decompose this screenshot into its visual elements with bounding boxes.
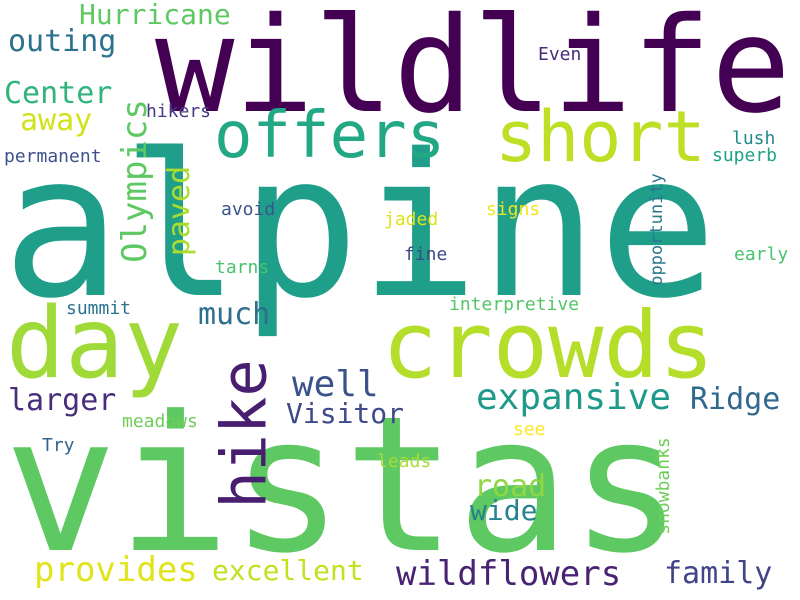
word-alpine: alpine — [2, 111, 718, 342]
word-hurricane: Hurricane — [79, 0, 231, 31]
word-away: away — [20, 103, 93, 138]
word-even: Even — [538, 44, 582, 65]
word-early: early — [734, 244, 789, 265]
word-snowbanks: snowbanks — [652, 437, 674, 535]
word-opportunity: opportunity — [646, 173, 667, 286]
word-larger: larger — [8, 383, 117, 418]
word-offers: offers — [214, 99, 446, 173]
word-center: Center — [4, 76, 113, 111]
word-interpretive: interpretive — [449, 294, 580, 315]
word-meadows: meadows — [122, 411, 198, 432]
word-tarns: tarns — [215, 257, 270, 278]
word-summit: summit — [66, 298, 132, 319]
word-leads: leads — [377, 451, 432, 472]
word-provides: provides — [34, 550, 198, 590]
word-outing: outing — [8, 24, 117, 59]
word-visitor: Visitor — [286, 397, 405, 430]
word-day: day — [6, 287, 184, 401]
word-lush: lush — [732, 128, 776, 149]
word-family: family — [664, 556, 773, 591]
word-fine: fine — [404, 244, 448, 265]
word-wildlife: wildlife — [155, 0, 791, 143]
word-much: much — [198, 297, 271, 332]
word-hike: hike — [207, 359, 281, 509]
word-well: well — [292, 364, 379, 405]
word-try: Try — [42, 435, 75, 456]
word-olympics: Olympics — [114, 99, 155, 263]
word-avoid: avoid — [221, 199, 276, 220]
word-vistas: vistas — [4, 376, 684, 595]
word-jaded: jaded — [384, 209, 439, 230]
word-signs: signs — [486, 199, 541, 220]
word-road: road — [474, 469, 547, 504]
word-superb: superb — [712, 145, 778, 166]
word-expansive: expansive — [476, 377, 672, 418]
word-wildflowers: wildflowers — [396, 554, 622, 594]
word-see: see — [513, 419, 546, 440]
word-crowds: crowds — [382, 292, 715, 399]
word-ridge: Ridge — [690, 382, 781, 417]
word-permanent: permanent — [4, 146, 102, 167]
word-short: short — [495, 96, 706, 178]
word-excellent: excellent — [212, 554, 364, 587]
word-hikers: hikers — [146, 101, 212, 122]
word-wide: wide — [470, 494, 538, 527]
word-paved: paved — [162, 165, 198, 257]
